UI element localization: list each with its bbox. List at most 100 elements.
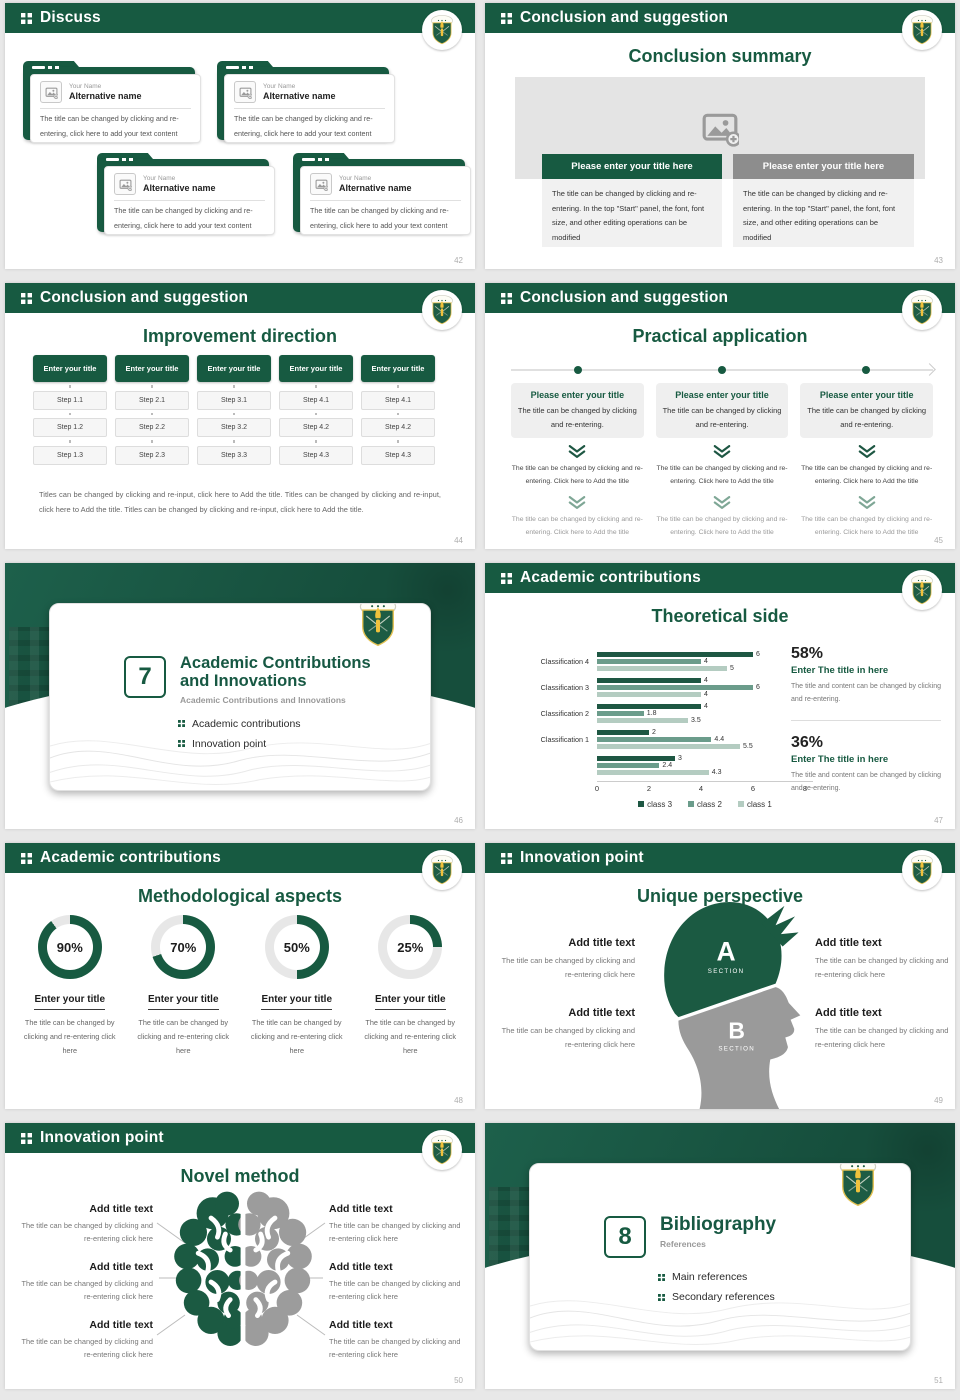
connector-dot bbox=[68, 385, 72, 388]
callout-body: The title can be changed by clicking and… bbox=[21, 1337, 153, 1360]
title-bar-green: Please enter your title here bbox=[542, 154, 722, 179]
bar bbox=[597, 729, 649, 736]
folder-front: Your Name Alternative name The title can… bbox=[300, 166, 471, 235]
slide-49-unique-perspective[interactable]: Innovation point Unique perspective A SE… bbox=[485, 843, 955, 1109]
legend-swatch bbox=[688, 801, 695, 807]
donut-chart: 50% bbox=[264, 915, 329, 979]
slide-44-improvement-direction[interactable]: Conclusion and suggestion Improvement di… bbox=[5, 283, 475, 549]
callout-title: Add title text bbox=[329, 1203, 393, 1215]
bar-value: 4 bbox=[704, 691, 708, 698]
callout-body: The title can be changed by clicking and… bbox=[21, 1279, 153, 1302]
slide-header-title: Conclusion and suggestion bbox=[520, 9, 729, 26]
slide-47-theoretical-side[interactable]: Academic contributions Theoretical side … bbox=[485, 563, 955, 829]
bar-group: 4 1.8 3.5 bbox=[597, 703, 813, 724]
slide-title: Methodological aspects bbox=[137, 886, 343, 906]
brain-graphic bbox=[174, 1186, 312, 1362]
slide-43-conclusion-summary[interactable]: Conclusion and suggestion Conclusion sum… bbox=[485, 3, 955, 269]
process-column: Please enter your title The title can be… bbox=[800, 383, 934, 540]
process-card: Please enter your title The title can be… bbox=[655, 383, 789, 438]
slide-header-bar: Conclusion and suggestion bbox=[485, 3, 955, 33]
section-bullet-label: Academic contributions bbox=[192, 717, 301, 730]
step-box: Step 2.3 bbox=[115, 445, 189, 465]
slide-header-bar: Innovation point bbox=[485, 843, 955, 873]
slide-45-practical-application[interactable]: Conclusion and suggestion Practical appl… bbox=[485, 283, 955, 549]
slide-title: Unique perspective bbox=[636, 886, 804, 906]
timeline-dot bbox=[862, 366, 870, 374]
chart-legend: class 3 class 2 class 1 bbox=[597, 800, 813, 809]
slide-48-methodological-aspects[interactable]: Academic contributions Methodological as… bbox=[5, 843, 475, 1109]
connector-dot bbox=[396, 412, 400, 415]
card-name-label: Your Name bbox=[143, 175, 176, 182]
x-tick: 0 bbox=[594, 784, 600, 793]
column-title-button: Enter your title bbox=[33, 355, 107, 382]
profile-card: Your Name Alternative name The title can… bbox=[217, 61, 395, 143]
bar-chart: Classification 4 Classification 3 Classi… bbox=[503, 651, 813, 809]
callout-body: The title can be changed by clicking and… bbox=[501, 956, 635, 979]
bar-value: 3 bbox=[678, 755, 682, 762]
divider bbox=[310, 200, 461, 201]
callout-block: Add title text The title can be changed … bbox=[329, 1319, 469, 1362]
callout-title: Add title text bbox=[815, 937, 882, 949]
grid-squares-icon bbox=[178, 720, 185, 728]
step-box: Step 1.2 bbox=[33, 418, 107, 437]
connector-dot bbox=[396, 385, 400, 388]
donut-chart: 90% bbox=[37, 915, 102, 979]
page-number: 47 bbox=[934, 816, 943, 825]
add-image-icon bbox=[702, 113, 739, 147]
folder-tab-marks bbox=[226, 66, 253, 69]
callout-title: Add title text bbox=[568, 1007, 635, 1019]
category-axis: Classification 4 Classification 3 Classi… bbox=[503, 651, 597, 809]
callout-body: The title can be changed by clicking and… bbox=[815, 956, 949, 979]
section-a-letter: A bbox=[717, 937, 736, 967]
connector-dot bbox=[232, 412, 236, 415]
x-tick: 8 bbox=[802, 784, 808, 793]
bar-value: 2 bbox=[652, 729, 656, 736]
bar-group: 3 2.4 4.3 bbox=[597, 755, 813, 776]
step-column: Enter your title Step 1.1 Step 1.2 Step … bbox=[33, 355, 107, 465]
brain-left-folds bbox=[195, 1215, 233, 1318]
section-subtitle: Academic Contributions and Innovations bbox=[180, 694, 346, 705]
bar bbox=[597, 743, 740, 750]
category-label: Classification 1 bbox=[540, 735, 589, 744]
title-card: 8 Bibliography References Main reference… bbox=[529, 1163, 911, 1351]
step-box: Step 3.1 bbox=[197, 390, 271, 410]
card-name-label: Your Name bbox=[69, 83, 102, 90]
profile-card: Your Name Alternative name The title can… bbox=[97, 153, 275, 235]
donut-title: Enter your title bbox=[261, 994, 333, 1010]
slide-42-discuss[interactable]: Discuss Your Name Alternative name The t… bbox=[5, 3, 475, 269]
callout-block: Add title text The title can be changed … bbox=[329, 1203, 469, 1246]
bar-value: 3.5 bbox=[691, 717, 701, 724]
slide-46-section-title[interactable]: 7 Academic Contributions and Innovations… bbox=[5, 563, 475, 829]
legend-label: class 2 bbox=[697, 800, 722, 809]
slide-header-title: Conclusion and suggestion bbox=[520, 289, 729, 306]
step-column: Enter your title Step 2.1 Step 2.2 Step … bbox=[115, 355, 189, 465]
timeline-dot bbox=[574, 366, 582, 374]
donut-body: The title can be changed by clicking and… bbox=[23, 1018, 116, 1055]
connector-dot bbox=[314, 385, 318, 388]
divider bbox=[114, 200, 265, 201]
slide-50-novel-method[interactable]: Innovation point Novel method bbox=[5, 1123, 475, 1389]
donut-percent: 90% bbox=[56, 939, 83, 955]
slide-header-title: Discuss bbox=[40, 9, 101, 26]
folder-tab-marks bbox=[32, 66, 59, 69]
callout-block: Add title text The title can be changed … bbox=[497, 1007, 635, 1051]
connector-dot bbox=[396, 440, 400, 443]
chevron-down-icon bbox=[713, 495, 731, 509]
section-bullet: Main references bbox=[658, 1271, 910, 1283]
grid-squares-icon bbox=[658, 1273, 665, 1281]
image-placeholder-icon bbox=[114, 173, 136, 195]
chevron-down-icon bbox=[858, 445, 875, 458]
page-number: 42 bbox=[454, 256, 463, 265]
callout-block: Add title text The title can be changed … bbox=[13, 1319, 153, 1362]
slide-51-section-title[interactable]: 8 Bibliography References Main reference… bbox=[485, 1123, 955, 1389]
bar bbox=[597, 717, 688, 724]
section-title-line1: Academic Contributions bbox=[180, 654, 371, 672]
connector-dot bbox=[314, 412, 318, 415]
callout-body: The title can be changed by clicking and… bbox=[21, 1221, 153, 1244]
bar bbox=[597, 736, 712, 743]
card-name-label: Your Name bbox=[263, 83, 296, 90]
slide-header-title: Academic contributions bbox=[520, 569, 701, 586]
bar bbox=[597, 691, 701, 698]
chevron-down-icon bbox=[858, 495, 875, 509]
